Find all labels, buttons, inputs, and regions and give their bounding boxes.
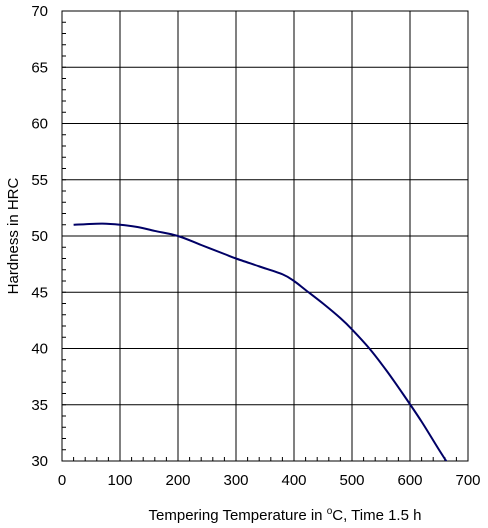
x-axis-label-after: C, Time 1.5 h xyxy=(332,507,421,524)
y-tick-label: 65 xyxy=(31,59,48,76)
x-axis-label-before: Tempering Temperature in xyxy=(149,507,327,524)
grid-lines xyxy=(62,11,468,461)
y-tick-label: 50 xyxy=(31,228,48,245)
y-tick-label: 60 xyxy=(31,116,48,133)
x-tick-label: 700 xyxy=(455,472,480,489)
x-tick-label: 600 xyxy=(397,472,422,489)
y-tick-labels: 30 35 40 45 50 55 60 65 70 xyxy=(31,3,48,470)
x-tick-label: 400 xyxy=(281,472,306,489)
x-axis-label: Tempering Temperature in oC, Time 1.5 h xyxy=(149,506,422,524)
y-tick-label: 55 xyxy=(31,172,48,189)
x-tick-label: 100 xyxy=(107,472,132,489)
y-axis-label: Hardness in HRC xyxy=(5,177,22,294)
y-tick-label: 45 xyxy=(31,284,48,301)
plot-area-frame xyxy=(61,10,469,462)
series-line-hardness xyxy=(73,222,448,461)
x-tick-label: 0 xyxy=(58,472,66,489)
x-tick-label: 300 xyxy=(223,472,248,489)
y-tick-label: 30 xyxy=(31,453,48,470)
x-tick-label: 200 xyxy=(165,472,190,489)
x-tick-label: 500 xyxy=(339,472,364,489)
series-layer xyxy=(73,222,448,461)
x-tick-labels: 0 100 200 300 400 500 600 700 xyxy=(58,472,481,489)
y-tick-label: 70 xyxy=(31,3,48,20)
x-axis-label-degree: o xyxy=(327,506,333,517)
y-tick-label: 40 xyxy=(31,341,48,358)
y-tick-label: 35 xyxy=(31,397,48,414)
